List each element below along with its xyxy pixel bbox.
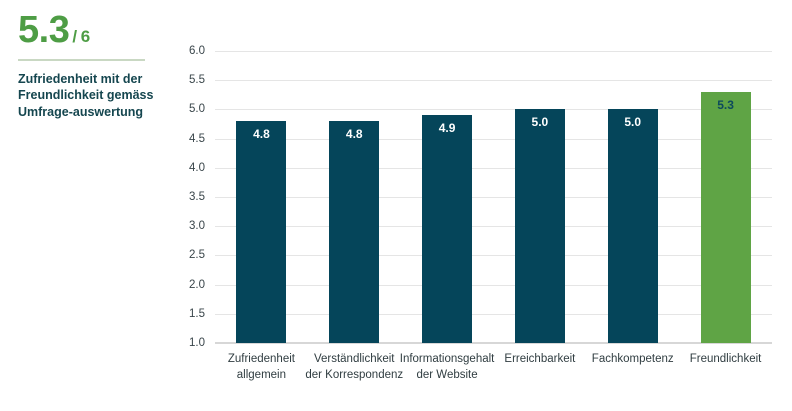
- gridline-y-4.0: [215, 167, 772, 169]
- bar-slot: 5.3 Freundlichkeit: [679, 51, 772, 365]
- chart-bars: 4.8 Zufriedenheit allgemein 4.8 Verständlic…: [215, 51, 772, 381]
- y-tick-label-6.0: 6.0: [189, 45, 205, 57]
- bar-5.0: 5.0: [607, 109, 658, 343]
- y-tick-label-4.5: 4.5: [189, 132, 205, 145]
- x-axis-category-label: Verständlichkeit der Korrespondenz: [305, 353, 404, 381]
- gridline-y-1.0: [215, 342, 772, 344]
- y-tick-label-1.0: 1.0: [189, 337, 205, 349]
- y-tick-label-3.5: 3.5: [189, 191, 205, 203]
- y-tick-label-4.0: 4.0: [189, 161, 205, 174]
- gridline-y-6.0: [215, 51, 772, 52]
- kpi-divider: [18, 58, 145, 61]
- x-axis-category-label: Freundlichkeit: [689, 353, 762, 365]
- bar-slot: 4.8 Verständlichkeit der Korrespondenz: [305, 51, 403, 381]
- bar-highlight-5.3: 5.3: [700, 91, 751, 343]
- bar-4.8: 4.8: [329, 121, 380, 343]
- gridline-y-5.0: [215, 109, 772, 111]
- bar-slot: 5.0 Fachkompetenz: [586, 51, 679, 365]
- y-tick-label-2.5: 2.5: [189, 249, 205, 262]
- bar-value-label: 5.3: [717, 97, 734, 112]
- bar-4.9: 4.9: [422, 115, 473, 343]
- gridline-y-2.5: [215, 255, 772, 257]
- x-axis-category-label: Informationsgehalt der Website: [399, 353, 495, 381]
- kpi-score-max: / 6: [72, 27, 90, 46]
- kpi-score: 5.3/ 6: [18, 9, 156, 52]
- gridline-y-5.5: [215, 80, 772, 82]
- y-tick-label-5.5: 5.5: [189, 74, 205, 87]
- x-axis-category-label: Fachkompetenz: [591, 353, 674, 365]
- y-tick-label-2.0: 2.0: [189, 278, 205, 291]
- x-axis-category-label: Zufriedenheit allgemein: [227, 353, 295, 381]
- gridline-y-3.0: [215, 226, 772, 228]
- y-tick-label-1.5: 1.5: [189, 307, 205, 320]
- gridline-y-2.0: [215, 284, 772, 286]
- bar-value-label: 5.0: [531, 115, 549, 130]
- kpi-panel: 5.3/ 6 Zufriedenheit mit der Freundlichk…: [18, 9, 156, 120]
- kpi-description: Zufriedenheit mit der Freundlichkeit gem…: [18, 71, 154, 119]
- bar-value-label: 5.0: [624, 115, 642, 130]
- gridline-y-3.5: [215, 197, 772, 198]
- gridline-y-1.5: [215, 313, 772, 315]
- bar-4.8: 4.8: [236, 121, 287, 343]
- bar-slot: 4.9 Informationsgehalt der Website: [400, 51, 494, 381]
- bar-chart: 6.0 5.5 5.0 4.5 4.0 3.5 3.0 2.5 2.0 1.5 1.0 4.8 Zuf…: [189, 45, 772, 381]
- bar-slot: 4.8 Zufriedenheit allgemein: [215, 51, 308, 381]
- bar-value-label: 4.9: [438, 121, 456, 136]
- bar-5.0: 5.0: [514, 109, 565, 343]
- gridline-y-4.5: [215, 138, 772, 140]
- y-tick-label-3.0: 3.0: [189, 220, 205, 233]
- bar-value-label: 4.8: [345, 127, 363, 142]
- x-axis-category-label: Erreichbarkeit: [504, 353, 576, 365]
- bar-value-label: 4.8: [253, 127, 270, 142]
- kpi-score-value: 5.3: [18, 9, 70, 51]
- y-tick-label-5.0: 5.0: [189, 103, 205, 116]
- bar-slot: 5.0 Erreichbarkeit: [493, 51, 586, 365]
